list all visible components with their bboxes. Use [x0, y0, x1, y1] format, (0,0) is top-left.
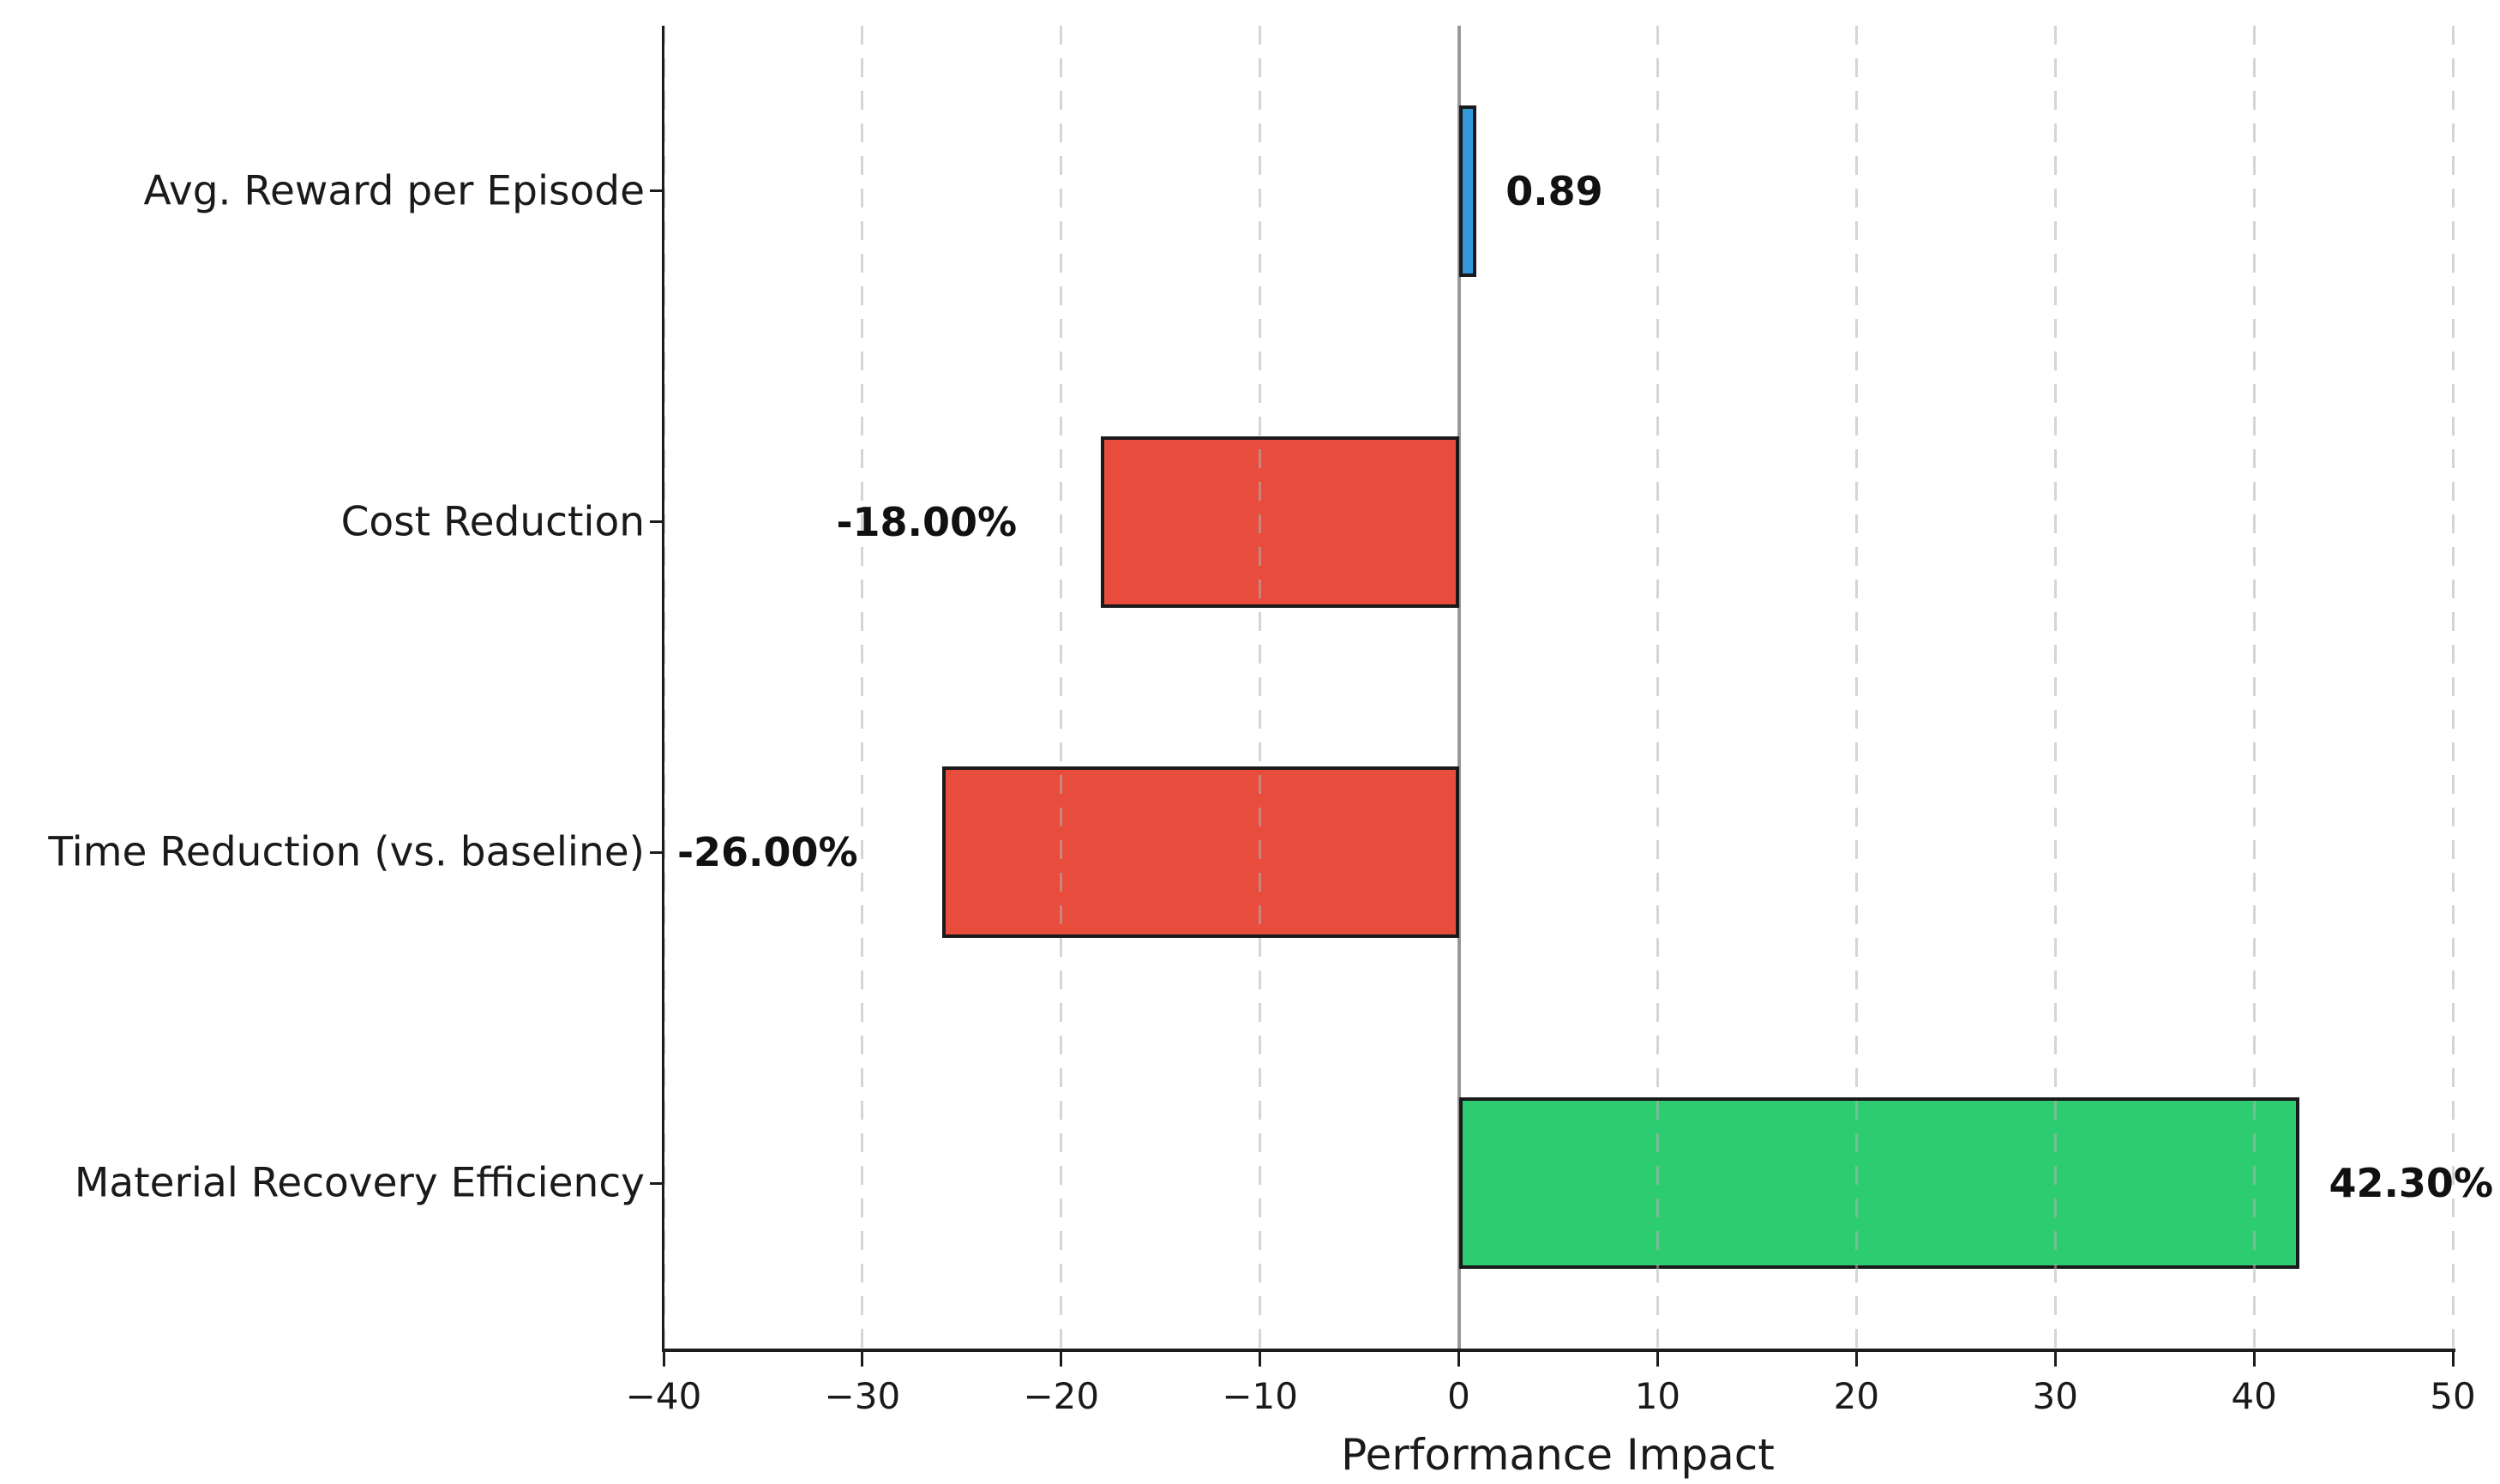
x-axis-spine [662, 1349, 2455, 1352]
x-tick-label: −20 [1023, 1375, 1100, 1417]
x-tick-label: −10 [1222, 1375, 1298, 1417]
x-tick-label: −30 [824, 1375, 901, 1417]
x-gridline [861, 26, 864, 1349]
x-tick-label: 50 [2430, 1375, 2476, 1417]
category-label-material-recovery-efficiency: Material Recovery Efficiency [74, 1159, 645, 1207]
x-gridline [2451, 26, 2455, 1349]
x-tick-mark [2053, 1352, 2057, 1367]
y-tick-mark [650, 189, 664, 193]
x-tick-label: 0 [1447, 1375, 1470, 1417]
x-tick-label: 40 [2231, 1375, 2277, 1417]
x-axis-title: Performance Impact [1341, 1430, 1775, 1480]
value-label-cost-reduction: -18.00% [836, 498, 1018, 545]
bar-time-reduction-vs-baseline [941, 766, 1459, 939]
x-gridline [1854, 26, 1858, 1349]
category-label-cost-reduction: Cost Reduction [340, 498, 645, 546]
y-tick-mark [650, 1181, 664, 1185]
x-tick-mark [2252, 1352, 2256, 1367]
bar-avg-reward-per-episode [1458, 105, 1477, 277]
x-gridline [2252, 26, 2256, 1349]
x-tick-label: 10 [1634, 1375, 1681, 1417]
x-tick-mark [1060, 1352, 1063, 1367]
x-tick-label: 30 [2032, 1375, 2078, 1417]
plot-area: 0.89 -18.00% -26.00% 42.30% [662, 26, 2493, 1349]
x-tick-mark [861, 1352, 864, 1367]
x-tick-mark [1854, 1352, 1858, 1367]
bar-cost-reduction [1101, 436, 1459, 608]
category-label-time-reduction-vs-baseline: Time Reduction (vs. baseline) [48, 828, 645, 876]
value-label-time-reduction-vs-baseline: -26.00% [676, 829, 858, 876]
x-gridline [2053, 26, 2057, 1349]
x-tick-mark [662, 1352, 665, 1367]
x-tick-label: 20 [1833, 1375, 1880, 1417]
y-tick-mark [650, 520, 664, 524]
x-tick-label: −40 [625, 1375, 702, 1417]
y-tick-mark [650, 850, 664, 854]
x-gridline [1259, 26, 1262, 1349]
x-gridline [1656, 26, 1659, 1349]
value-label-avg-reward-per-episode: 0.89 [1505, 167, 1603, 214]
x-gridline [1060, 26, 1063, 1349]
zero-line [1457, 26, 1461, 1349]
x-tick-mark [1457, 1352, 1461, 1367]
x-tick-mark [1656, 1352, 1659, 1367]
value-label-material-recovery-efficiency: 42.30% [2329, 1160, 2494, 1207]
x-tick-mark [2451, 1352, 2455, 1367]
x-tick-mark [1259, 1352, 1262, 1367]
bar-material-recovery-efficiency [1458, 1097, 2300, 1270]
y-axis-spine [662, 26, 664, 1352]
category-label-avg-reward-per-episode: Avg. Reward per Episode [143, 167, 646, 215]
